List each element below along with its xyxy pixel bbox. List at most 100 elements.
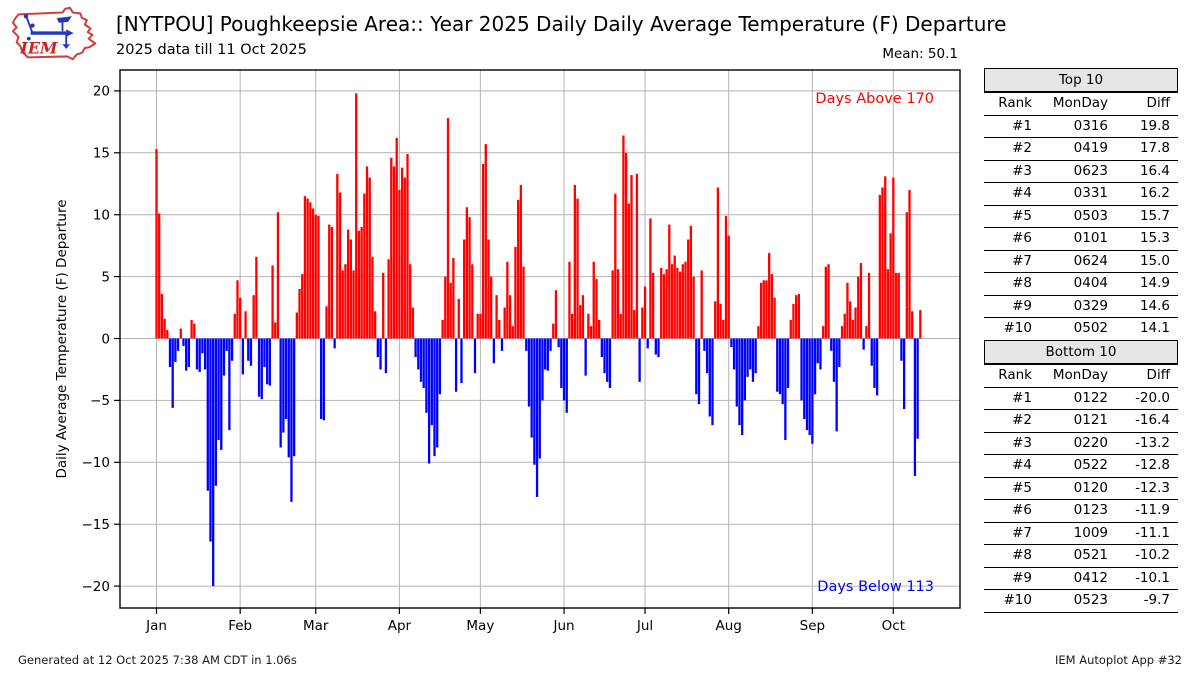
cold-bar (916, 338, 919, 439)
warm-bar (727, 235, 730, 339)
warm-bar (392, 166, 396, 339)
warm-bar (619, 313, 622, 339)
cold-bar (705, 338, 709, 374)
warm-bar (649, 218, 652, 339)
warm-bar (611, 270, 614, 339)
table-cell: 0521 (1073, 547, 1108, 563)
warm-bar (303, 196, 307, 339)
cold-bar (425, 338, 428, 413)
warm-bar (411, 307, 415, 339)
warm-bar (476, 313, 479, 339)
table-cell: 0502 (1073, 320, 1108, 336)
cold-bar (749, 338, 752, 370)
warm-bar (824, 266, 828, 339)
warm-bar (295, 312, 298, 339)
warm-bar (641, 307, 644, 339)
warm-bar (317, 215, 320, 339)
table-cell: 0316 (1073, 117, 1108, 134)
warm-bar (905, 212, 908, 339)
warm-bar (762, 280, 765, 339)
table-cell: #1 (1012, 389, 1032, 406)
y-tick-label: 10 (93, 208, 110, 224)
warm-bar (330, 227, 334, 339)
table-cell: -16.4 (1135, 412, 1170, 428)
warm-bar (365, 166, 369, 339)
warm-bar (660, 267, 663, 339)
cold-bar (290, 338, 293, 502)
cold-bar (492, 338, 496, 364)
warm-bar (884, 176, 887, 339)
table-cell: -11.1 (1135, 524, 1170, 541)
cold-bar (414, 338, 417, 358)
warm-bar (349, 239, 352, 339)
table-cell: 15.7 (1139, 207, 1170, 224)
warm-bar (484, 144, 487, 339)
cold-bar (776, 338, 779, 392)
cold-bar (781, 338, 784, 405)
warm-bar (797, 293, 801, 339)
warm-bar (314, 214, 317, 339)
table-cell: -12.8 (1135, 457, 1170, 473)
warm-bar (894, 272, 898, 339)
warm-bar (298, 288, 301, 339)
warm-bar (681, 264, 684, 339)
warm-bar (587, 313, 590, 339)
cold-bar (384, 338, 388, 374)
warm-bar (239, 297, 242, 339)
warm-bar (789, 319, 792, 339)
warm-bar (511, 326, 514, 339)
cold-bar (562, 338, 566, 401)
table-row: #9 0329 14.6 (984, 294, 1178, 318)
warm-bar (579, 305, 582, 339)
column-header: Rank (998, 95, 1032, 111)
cold-bar (557, 338, 560, 348)
warm-bar (274, 322, 277, 339)
warm-bar (390, 157, 393, 339)
warm-bar (373, 311, 377, 339)
cold-bar (217, 338, 220, 441)
table-cell: #1 (1012, 117, 1032, 134)
warm-bar (678, 271, 682, 339)
warm-bar (395, 137, 398, 339)
warm-bar (759, 282, 763, 339)
warm-bar (633, 310, 636, 339)
warm-bar (503, 307, 506, 339)
cold-bar (743, 338, 747, 401)
cold-bar (638, 338, 641, 382)
departure-bar-chart: 20 15 10 5 0 −5 −10 −15 −20 Jan Feb Mar Apr May Jun Jul… (54, 69, 961, 634)
warm-bar (765, 280, 768, 339)
cold-bar (873, 338, 876, 389)
warm-bar (865, 326, 868, 339)
warm-bar (160, 293, 164, 339)
warm-bar (398, 189, 401, 339)
cold-bar (816, 338, 819, 364)
warm-bar (886, 269, 890, 339)
cold-bar (247, 338, 250, 361)
warm-bar (662, 274, 666, 339)
warm-bar (552, 323, 555, 339)
table-row: #5 0503 15.7 (984, 204, 1178, 228)
warm-bar (684, 261, 687, 339)
y-tick-label: 15 (93, 146, 110, 162)
warm-bar (897, 272, 900, 339)
cold-bar (527, 338, 531, 407)
page-title: [NYTPOU] Poughkeepsie Area:: Year 2025 D… (116, 12, 1007, 36)
cold-bar (222, 338, 226, 376)
cold-bar (800, 338, 803, 401)
cold-bar (430, 338, 433, 426)
warm-bar (276, 212, 280, 339)
warm-bar (506, 261, 509, 339)
warm-bar (908, 189, 911, 339)
cold-bar (176, 338, 180, 351)
y-axis-label: Daily Average Temperature (F) Departure (54, 199, 70, 478)
logo-text: IEM (19, 39, 58, 58)
table-cell: #7 (1012, 524, 1032, 541)
table-cell: 0120 (1073, 479, 1108, 496)
warm-bar (622, 135, 625, 339)
cold-bar (220, 338, 223, 450)
cold-bar (438, 338, 442, 395)
cold-bar (784, 338, 787, 441)
cold-bar (530, 338, 533, 438)
top10-table: Top 10 Rank MonDay Diff #1 0316 19.8 #2 0419 17.8… (984, 68, 1178, 341)
x-tick-label: May (466, 618, 494, 634)
